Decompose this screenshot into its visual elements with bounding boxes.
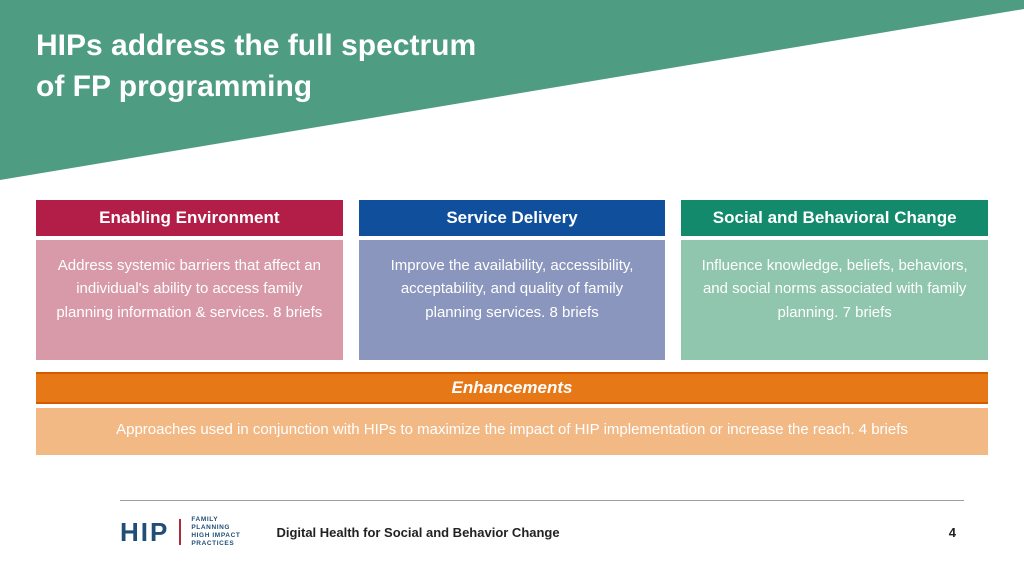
card-head: Service Delivery — [359, 200, 666, 236]
card-head: Enabling Environment — [36, 200, 343, 236]
title-line-1: HIPs address the full spectrum — [36, 26, 476, 67]
card-body: Address systemic barriers that affect an… — [36, 240, 343, 360]
card-body: Influence knowledge, beliefs, behaviors,… — [681, 240, 988, 360]
enhancements-head: Enhancements — [36, 372, 988, 404]
logo-main: HIP — [120, 519, 181, 545]
title-line-2: of FP programming — [36, 67, 476, 108]
footer: HIP FAMILY PLANNING HIGH IMPACT PRACTICE… — [120, 512, 964, 552]
logo-sub-line: PRACTICES — [191, 540, 240, 548]
card-service-delivery: Service Delivery Improve the availabilit… — [359, 200, 666, 360]
card-head: Social and Behavioral Change — [681, 200, 988, 236]
card-enabling-environment: Enabling Environment Address systemic ba… — [36, 200, 343, 360]
logo-sub-line: FAMILY — [191, 516, 240, 524]
enhancements-body: Approaches used in conjunction with HIPs… — [36, 408, 988, 455]
footer-divider — [120, 500, 964, 501]
card-social-behavioral-change: Social and Behavioral Change Influence k… — [681, 200, 988, 360]
logo-subtext: FAMILY PLANNING HIGH IMPACT PRACTICES — [191, 516, 240, 549]
enhancements-block: Enhancements Approaches used in conjunct… — [36, 372, 988, 455]
cards-row: Enabling Environment Address systemic ba… — [36, 200, 988, 360]
slide-title: HIPs address the full spectrum of FP pro… — [36, 26, 476, 107]
card-body: Improve the availability, accessibility,… — [359, 240, 666, 360]
slide: HIPs address the full spectrum of FP pro… — [0, 0, 1024, 576]
page-number: 4 — [949, 525, 964, 540]
logo-sub-line: PLANNING — [191, 524, 240, 532]
footer-title: Digital Health for Social and Behavior C… — [276, 525, 559, 540]
logo-sub-line: HIGH IMPACT — [191, 532, 240, 540]
